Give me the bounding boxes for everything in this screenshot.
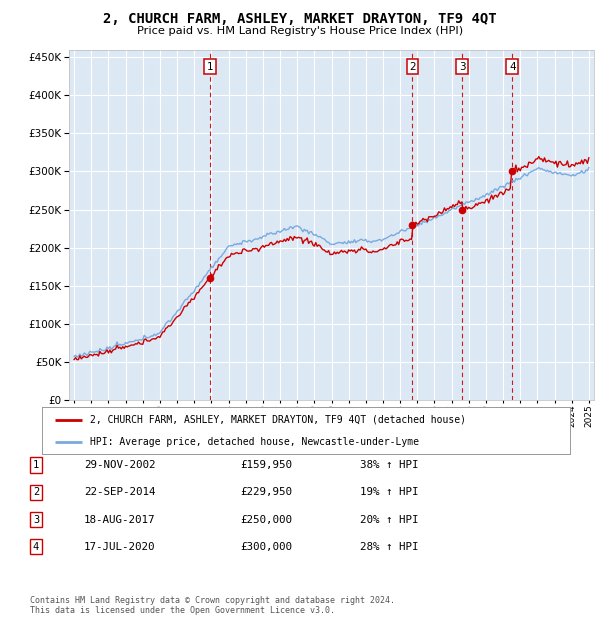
Text: 1: 1 (33, 460, 39, 470)
Text: 3: 3 (459, 62, 466, 72)
Text: 2: 2 (33, 487, 39, 497)
Text: 4: 4 (33, 542, 39, 552)
Text: 20% ↑ HPI: 20% ↑ HPI (360, 515, 419, 525)
Text: 28% ↑ HPI: 28% ↑ HPI (360, 542, 419, 552)
Text: 18-AUG-2017: 18-AUG-2017 (84, 515, 155, 525)
Text: 3: 3 (33, 515, 39, 525)
Text: £300,000: £300,000 (240, 542, 292, 552)
Text: £159,950: £159,950 (240, 460, 292, 470)
Text: 22-SEP-2014: 22-SEP-2014 (84, 487, 155, 497)
Text: 17-JUL-2020: 17-JUL-2020 (84, 542, 155, 552)
Text: 19% ↑ HPI: 19% ↑ HPI (360, 487, 419, 497)
Text: HPI: Average price, detached house, Newcastle-under-Lyme: HPI: Average price, detached house, Newc… (89, 437, 419, 447)
Text: 1: 1 (206, 62, 213, 72)
Text: £250,000: £250,000 (240, 515, 292, 525)
Text: Contains HM Land Registry data © Crown copyright and database right 2024.
This d: Contains HM Land Registry data © Crown c… (30, 596, 395, 615)
Text: 2, CHURCH FARM, ASHLEY, MARKET DRAYTON, TF9 4QT (detached house): 2, CHURCH FARM, ASHLEY, MARKET DRAYTON, … (89, 415, 466, 425)
Text: 29-NOV-2002: 29-NOV-2002 (84, 460, 155, 470)
Text: 2, CHURCH FARM, ASHLEY, MARKET DRAYTON, TF9 4QT: 2, CHURCH FARM, ASHLEY, MARKET DRAYTON, … (103, 12, 497, 27)
Text: 4: 4 (509, 62, 515, 72)
Text: 2: 2 (409, 62, 416, 72)
Text: 38% ↑ HPI: 38% ↑ HPI (360, 460, 419, 470)
Text: £229,950: £229,950 (240, 487, 292, 497)
Text: Price paid vs. HM Land Registry's House Price Index (HPI): Price paid vs. HM Land Registry's House … (137, 26, 463, 36)
